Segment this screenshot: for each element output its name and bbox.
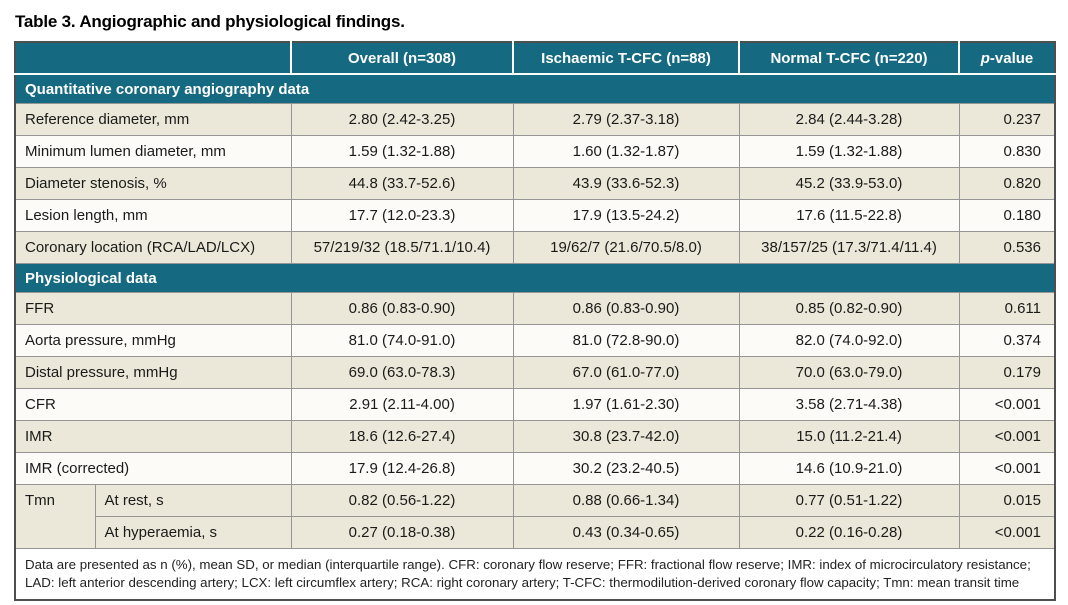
cell-overall: 57/219/32 (18.5/71.1/10.4) <box>290 231 514 264</box>
header-ischaemic-tcfc: Ischaemic T-CFC (n=88) <box>512 42 739 75</box>
table-row: Distal pressure, mmHg 69.0 (63.0-78.3) 6… <box>14 356 1056 389</box>
table-row: Reference diameter, mm 2.80 (2.42-3.25) … <box>14 103 1056 136</box>
cell-overall: 17.7 (12.0-23.3) <box>290 199 514 232</box>
row-label: Lesion length, mm <box>14 199 292 232</box>
cell-overall: 0.86 (0.83-0.90) <box>290 292 514 325</box>
header-overall: Overall (n=308) <box>290 42 513 75</box>
section-band-row: Quantitative coronary angiography data <box>15 73 1055 104</box>
cell-normal: 3.58 (2.71-4.38) <box>738 388 960 421</box>
cell-normal: 38/157/25 (17.3/71.4/11.4) <box>738 231 960 264</box>
cell-normal: 2.84 (2.44-3.28) <box>738 103 960 136</box>
table-row-tmn-rest: Tmn At rest, s 0.82 (0.56-1.22) 0.88 (0.… <box>14 484 1056 549</box>
row-label: Coronary location (RCA/LAD/LCX) <box>14 231 292 264</box>
row-label: Aorta pressure, mmHg <box>14 324 292 357</box>
cell-pvalue: 0.015 <box>958 484 1056 517</box>
cell-pvalue: 0.179 <box>958 356 1056 389</box>
cell-pvalue: 0.237 <box>958 103 1056 136</box>
cell-normal: 0.85 (0.82-0.90) <box>738 292 960 325</box>
section-band-row: Physiological data <box>15 263 1055 293</box>
cell-normal: 1.59 (1.32-1.88) <box>738 135 960 168</box>
table-row-tmn-hyperaemia: At hyperaemia, s 0.27 (0.18-0.38) 0.43 (… <box>15 516 1056 549</box>
row-sublabel: At rest, s <box>94 484 292 517</box>
cell-overall: 44.8 (33.7-52.6) <box>290 167 514 200</box>
cell-normal: 0.77 (0.51-1.22) <box>738 484 960 517</box>
table-title: Table 3. Angiographic and physiological … <box>15 12 405 31</box>
cell-pvalue: 0.180 <box>958 199 1056 232</box>
cell-normal: 14.6 (10.9-21.0) <box>738 452 960 485</box>
p-value-italic-p: p <box>980 49 990 67</box>
cell-overall: 17.9 (12.4-26.8) <box>290 452 514 485</box>
cell-ischaemic: 81.0 (72.8-90.0) <box>512 324 740 357</box>
cell-normal: 70.0 (63.0-79.0) <box>738 356 960 389</box>
table-row: Lesion length, mm 17.7 (12.0-23.3) 17.9 … <box>14 199 1056 232</box>
table-row: Coronary location (RCA/LAD/LCX) 57/219/3… <box>14 231 1056 264</box>
row-label: Minimum lumen diameter, mm <box>14 135 292 168</box>
cell-pvalue: 0.536 <box>958 231 1056 264</box>
cell-pvalue: 0.374 <box>958 324 1056 357</box>
cell-ischaemic: 2.79 (2.37-3.18) <box>512 103 740 136</box>
footnote-text: Data are presented as n (%), mean SD, or… <box>15 548 1055 601</box>
cell-ischaemic: 0.88 (0.66-1.34) <box>512 484 740 517</box>
cell-pvalue: 0.820 <box>958 167 1056 200</box>
table-row: Aorta pressure, mmHg 81.0 (74.0-91.0) 81… <box>14 324 1056 357</box>
header-row: Overall (n=308) Ischaemic T-CFC (n=88) N… <box>15 42 1055 75</box>
row-label: IMR <box>14 420 292 453</box>
cell-ischaemic: 30.8 (23.7-42.0) <box>512 420 740 453</box>
cell-pvalue: <0.001 <box>958 452 1056 485</box>
row-sublabel: At hyperaemia, s <box>94 516 292 549</box>
row-label: Diameter stenosis, % <box>14 167 292 200</box>
tmn-group-label: Tmn <box>14 484 96 549</box>
cell-pvalue: <0.001 <box>958 388 1056 421</box>
cell-ischaemic: 1.97 (1.61-2.30) <box>512 388 740 421</box>
table-row: CFR 2.91 (2.11-4.00) 1.97 (1.61-2.30) 3.… <box>14 388 1056 421</box>
cell-overall: 18.6 (12.6-27.4) <box>290 420 514 453</box>
header-empty-cell <box>15 42 291 75</box>
cell-overall: 81.0 (74.0-91.0) <box>290 324 514 357</box>
cell-overall: 2.80 (2.42-3.25) <box>290 103 514 136</box>
cell-ischaemic: 1.60 (1.32-1.87) <box>512 135 740 168</box>
cell-overall: 2.91 (2.11-4.00) <box>290 388 514 421</box>
header-normal-tcfc: Normal T-CFC (n=220) <box>738 42 959 75</box>
header-p-value: p-value <box>958 42 1055 75</box>
cell-ischaemic: 43.9 (33.6-52.3) <box>512 167 740 200</box>
cell-overall: 1.59 (1.32-1.88) <box>290 135 514 168</box>
cell-overall: 0.27 (0.18-0.38) <box>290 516 514 549</box>
cell-ischaemic: 19/62/7 (21.6/70.5/8.0) <box>512 231 740 264</box>
cell-overall: 0.82 (0.56-1.22) <box>290 484 514 517</box>
cell-normal: 82.0 (74.0-92.0) <box>738 324 960 357</box>
table-row: IMR (corrected) 17.9 (12.4-26.8) 30.2 (2… <box>14 452 1056 485</box>
findings-table: Overall (n=308) Ischaemic T-CFC (n=88) N… <box>14 41 1056 602</box>
cell-pvalue: 0.830 <box>958 135 1056 168</box>
cell-normal: 15.0 (11.2-21.4) <box>738 420 960 453</box>
cell-overall: 69.0 (63.0-78.3) <box>290 356 514 389</box>
cell-normal: 17.6 (11.5-22.8) <box>738 199 960 232</box>
cell-normal: 0.22 (0.16-0.28) <box>738 516 960 549</box>
table-row: Minimum lumen diameter, mm 1.59 (1.32-1.… <box>14 135 1056 168</box>
table-row: FFR 0.86 (0.83-0.90) 0.86 (0.83-0.90) 0.… <box>14 292 1056 325</box>
row-label: Distal pressure, mmHg <box>14 356 292 389</box>
cell-ischaemic: 30.2 (23.2-40.5) <box>512 452 740 485</box>
cell-ischaemic: 0.43 (0.34-0.65) <box>512 516 740 549</box>
footnote-row: Data are presented as n (%), mean SD, or… <box>15 548 1055 601</box>
cell-ischaemic: 17.9 (13.5-24.2) <box>512 199 740 232</box>
cell-pvalue: <0.001 <box>958 420 1056 453</box>
p-value-rest: -value <box>989 49 1034 67</box>
cell-ischaemic: 67.0 (61.0-77.0) <box>512 356 740 389</box>
cell-ischaemic: 0.86 (0.83-0.90) <box>512 292 740 325</box>
row-label: FFR <box>14 292 292 325</box>
cell-pvalue: 0.611 <box>958 292 1056 325</box>
row-label: Reference diameter, mm <box>14 103 292 136</box>
row-label: IMR (corrected) <box>14 452 292 485</box>
table-row: Diameter stenosis, % 44.8 (33.7-52.6) 43… <box>14 167 1056 200</box>
row-label: CFR <box>14 388 292 421</box>
table-row: IMR 18.6 (12.6-27.4) 30.8 (23.7-42.0) 15… <box>14 420 1056 453</box>
cell-normal: 45.2 (33.9-53.0) <box>738 167 960 200</box>
cell-pvalue: <0.001 <box>958 516 1056 549</box>
section-header-physiological: Physiological data <box>15 263 1055 293</box>
section-header-qca: Quantitative coronary angiography data <box>15 73 1055 104</box>
